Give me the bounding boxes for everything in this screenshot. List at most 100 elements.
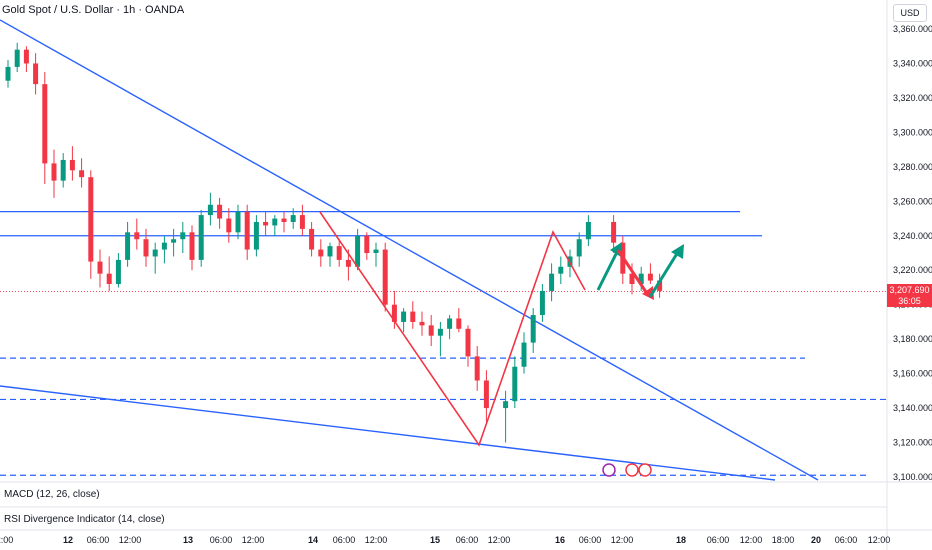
candle-body: [428, 325, 434, 336]
candle-body: [576, 239, 582, 257]
candle-body: [281, 218, 287, 222]
x-tick-label: 12:00: [740, 535, 763, 545]
currency-button[interactable]: USD: [893, 4, 927, 22]
x-tick-label: 18:00: [772, 535, 795, 545]
candle-body: [23, 49, 29, 64]
y-tick-label: 3,340.000: [893, 58, 932, 68]
x-tick-label: 06:00: [456, 535, 479, 545]
x-tick-label: 06:00: [835, 535, 858, 545]
candle-body: [217, 204, 223, 219]
candle-body: [171, 239, 177, 243]
candle-body: [410, 311, 416, 322]
candle-body: [125, 232, 131, 260]
x-tick-label: 12:00: [611, 535, 634, 545]
candle-body: [539, 290, 545, 316]
y-tick-label: 3,360.000: [893, 24, 932, 34]
trendline-lower: [0, 385, 776, 481]
candle-body: [521, 342, 527, 367]
candle-body: [60, 159, 66, 181]
candle-body: [115, 259, 121, 285]
candle-body: [309, 228, 315, 250]
last-price-value: 3,207.690: [889, 285, 930, 295]
y-tick-label: 3,100.000: [893, 472, 932, 482]
candle-body: [5, 66, 11, 81]
candle-body: [14, 49, 20, 67]
y-tick-label: 3,160.000: [893, 369, 932, 379]
candle-body: [51, 163, 57, 181]
candle-body: [629, 273, 635, 285]
candle-body: [161, 242, 167, 250]
candle-body: [253, 221, 259, 250]
candle-body: [106, 273, 112, 285]
x-tick-label: 06:00: [333, 535, 356, 545]
candle-body: [79, 170, 85, 178]
candle-body: [134, 232, 140, 240]
candle-body: [226, 218, 232, 233]
candle-body: [345, 259, 351, 267]
last-price-tag: 3,207.690 36:05: [887, 284, 932, 307]
x-tick-label: 15: [430, 535, 440, 545]
candle-body: [512, 366, 518, 402]
last-price-countdown: 36:05: [898, 296, 921, 306]
x-tick-label: 12:00: [868, 535, 891, 545]
y-tick-label: 3,180.000: [893, 334, 932, 344]
y-tick-label: 3,260.000: [893, 196, 932, 206]
arrow-up-line: [648, 251, 680, 298]
event-marker-icon: [625, 463, 639, 477]
candle-body: [272, 218, 278, 226]
candle-body: [364, 235, 370, 253]
x-tick-label: 12:00: [488, 535, 511, 545]
candle-body: [198, 215, 204, 260]
y-tick-label: 3,320.000: [893, 93, 932, 103]
candle-body: [318, 249, 324, 257]
macd-label[interactable]: MACD (12, 26, close): [4, 489, 100, 500]
candle-body: [465, 328, 471, 357]
y-tick-label: 3,120.000: [893, 438, 932, 448]
candle-body: [235, 211, 241, 233]
y-tick-label: 3,280.000: [893, 162, 932, 172]
candle-body: [327, 246, 333, 257]
candle-body: [299, 215, 305, 229]
candle-body: [69, 159, 75, 171]
candle-body: [549, 273, 555, 291]
arrow-up-line: [596, 249, 620, 291]
rsi-label[interactable]: RSI Divergence Indicator (14, close): [4, 514, 165, 525]
candle-body: [456, 318, 462, 329]
arrow-down-line: [616, 249, 650, 296]
candle-body: [189, 232, 195, 260]
candle-body: [244, 211, 250, 250]
candle-body: [152, 249, 158, 257]
candle-body: [88, 177, 94, 262]
trendline-upper: [0, 19, 819, 481]
y-tick-label: 3,300.000: [893, 127, 932, 137]
candle-body: [419, 321, 425, 326]
candle-body: [42, 84, 48, 164]
x-tick-label: 20: [811, 535, 821, 545]
x-tick-label: 13: [183, 535, 193, 545]
event-marker-icon: [602, 463, 616, 477]
candle-body: [585, 221, 591, 240]
event-marker-icon: [638, 463, 652, 477]
candle-body: [437, 328, 443, 336]
candle-body: [33, 63, 39, 85]
candle-body: [263, 221, 269, 226]
candle-body: [143, 239, 149, 257]
x-tick-label: 16: [555, 535, 565, 545]
candle-body: [474, 356, 480, 381]
x-tick-label: 06:00: [707, 535, 730, 545]
candle-body: [97, 261, 103, 274]
x-tick-label: 06:00: [210, 535, 233, 545]
y-tick-label: 3,240.000: [893, 231, 932, 241]
y-tick-label: 3,140.000: [893, 403, 932, 413]
x-tick-label: 18: [676, 535, 686, 545]
symbol-title[interactable]: Gold Spot / U.S. Dollar · 1h · OANDA: [2, 4, 185, 16]
candle-body: [373, 249, 379, 253]
candle-body: [530, 315, 536, 343]
x-tick-label: 12:00: [365, 535, 388, 545]
x-tick-label: 12:00: [242, 535, 265, 545]
candle-body: [336, 246, 342, 260]
candle-body: [611, 221, 617, 243]
y-tick-label: 3,220.000: [893, 265, 932, 275]
candle-body: [638, 273, 644, 285]
